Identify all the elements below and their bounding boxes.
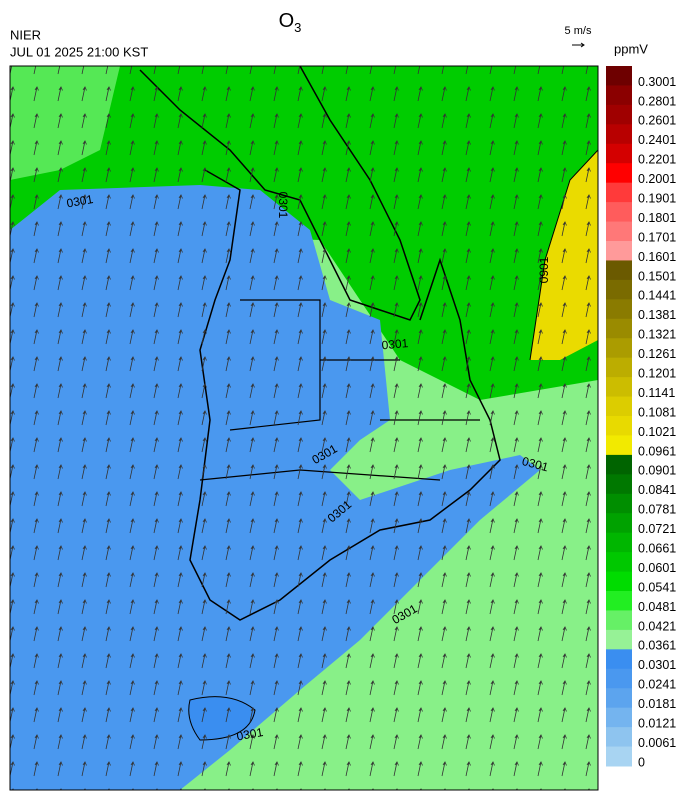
colorbar-cell xyxy=(606,299,632,320)
colorbar-cell xyxy=(606,85,632,106)
colorbar-cell xyxy=(606,163,632,184)
contour-label: 0301 xyxy=(235,725,264,743)
colorbar-cell xyxy=(606,357,632,378)
colorbar-cell xyxy=(606,513,632,534)
colorbar-label: 0.0241 xyxy=(638,678,676,692)
colorbar-cell xyxy=(606,493,632,514)
colorbar-cell xyxy=(606,318,632,339)
colorbar-cell xyxy=(606,124,632,145)
colorbar-cell xyxy=(606,435,632,456)
colorbar-cell xyxy=(606,532,632,553)
contour-label: 0901 xyxy=(537,256,551,283)
colorbar-label: 0.1021 xyxy=(638,425,676,439)
colorbar-label: 0.1201 xyxy=(638,366,676,380)
colorbar-label: 0 xyxy=(638,755,645,769)
colorbar-cell xyxy=(606,182,632,203)
colorbar-label: 0.1801 xyxy=(638,211,676,225)
colorbar-cell xyxy=(606,377,632,398)
colorbar-cell xyxy=(606,416,632,436)
colorbar-cell xyxy=(606,474,632,495)
colorbar-cell xyxy=(606,338,632,359)
colorbar-label: 0.0481 xyxy=(638,600,676,614)
title: O3 xyxy=(279,10,302,35)
colorbar-cell xyxy=(606,221,632,242)
colorbar-cell xyxy=(606,571,632,592)
colorbar-cell xyxy=(606,202,632,223)
colorbar-label: 0.0361 xyxy=(638,639,676,653)
colorbar-cell xyxy=(606,668,632,689)
colorbar-label: 0.1901 xyxy=(638,191,676,205)
colorbar-label: 0.1441 xyxy=(638,289,676,303)
colorbar-cell xyxy=(606,279,632,300)
colorbar-cell xyxy=(606,396,632,417)
colorbar-label: 0.1601 xyxy=(638,250,676,264)
colorbar-label: 0.0541 xyxy=(638,580,676,594)
colorbar-cell xyxy=(606,707,632,728)
colorbar-label: 0.0841 xyxy=(638,483,676,497)
colorbar-label: 0.2401 xyxy=(638,133,676,147)
colorbar-label: 0.1501 xyxy=(638,269,676,283)
colorbar-label: 0.0721 xyxy=(638,522,676,536)
map-frame xyxy=(9,65,599,791)
colorbar-cell xyxy=(606,649,632,670)
wind-vectors xyxy=(10,66,598,790)
colorbar-label: 0.0301 xyxy=(638,658,676,672)
colorbar-label: 0.0061 xyxy=(638,736,676,750)
colorbar-cell xyxy=(606,591,632,611)
wind-scale-arrow xyxy=(572,42,585,48)
contour-label: 0301 xyxy=(381,336,409,352)
wind-scale-label: 5 m/s xyxy=(565,25,592,37)
colorbar-cell xyxy=(606,746,632,767)
contour-label: 0301 xyxy=(521,454,551,475)
colorbar-label: 0.0601 xyxy=(638,561,676,575)
colorbar-cell xyxy=(606,552,632,573)
colorbar-cell xyxy=(606,104,632,125)
colorbar-cell xyxy=(606,610,632,631)
colorbar-label: 0.0661 xyxy=(638,541,676,555)
colorbar-cell xyxy=(606,143,632,164)
colorbar-cell xyxy=(606,241,632,261)
colorbar-label: 0.2801 xyxy=(638,94,676,108)
colorbar-cell xyxy=(606,727,632,748)
colorbar-label: 0.1141 xyxy=(638,386,675,400)
colorbar-cell xyxy=(606,688,632,709)
contour-label: 0301 xyxy=(65,192,94,210)
colorbar-label: 0.1701 xyxy=(638,230,676,244)
colorbar-cell xyxy=(606,454,632,475)
colorbar-label: 0.1321 xyxy=(638,328,676,342)
colorbar-label: 0.2001 xyxy=(638,172,676,186)
colorbar-label: 0.3001 xyxy=(638,75,676,89)
colorbar-unit: ppmV xyxy=(614,41,648,56)
colorbar-label: 0.2201 xyxy=(638,153,676,167)
datetime: JUL 01 2025 21:00 KST xyxy=(10,44,148,59)
colorbar-label: 0.2601 xyxy=(638,114,676,128)
colorbar-label: 0.1261 xyxy=(638,347,676,361)
colorbar: 0.3001 0.2801 0.2601 0.2401 0.2201 0.2001 0.19… xyxy=(606,66,676,769)
colorbar-cell xyxy=(606,260,632,281)
colorbar-label: 0.0961 xyxy=(638,444,676,458)
contour-label: 0301 xyxy=(276,192,290,219)
colorbar-label: 0.0121 xyxy=(638,716,676,730)
colorbar-label: 0.0421 xyxy=(638,619,676,633)
source: NIER xyxy=(10,27,41,42)
colorbar-label: 0.0901 xyxy=(638,464,676,478)
colorbar-label: 0.1381 xyxy=(638,308,676,322)
colorbar-label: 0.0181 xyxy=(638,697,676,711)
colorbar-cell xyxy=(606,66,632,86)
colorbar-cell xyxy=(606,629,632,650)
colorbar-label: 0.0781 xyxy=(638,503,676,517)
colorbar-label: 0.1081 xyxy=(638,405,676,419)
